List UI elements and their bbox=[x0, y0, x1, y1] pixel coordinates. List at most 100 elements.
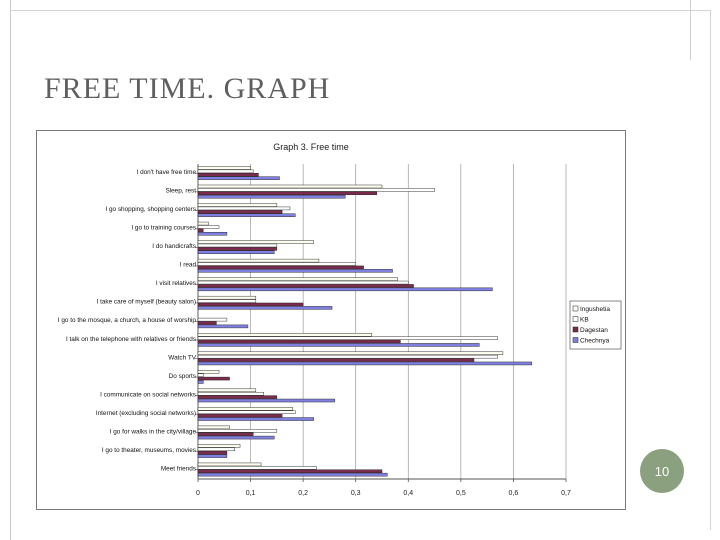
bar-chechnya bbox=[197, 213, 296, 217]
bar-kb bbox=[197, 429, 278, 433]
bar-chechnya bbox=[197, 343, 480, 347]
bar-dagestan bbox=[197, 376, 230, 381]
bar-chechnya bbox=[197, 324, 249, 329]
bar-dagestan bbox=[197, 210, 283, 214]
bar-kb bbox=[197, 373, 204, 377]
x-tick-label: 0,1 bbox=[246, 490, 256, 497]
bar-dagestan bbox=[197, 284, 414, 288]
bar-chechnya bbox=[197, 176, 280, 180]
category-label: I take care of myself (beauty salon) bbox=[97, 299, 196, 306]
bar-ingushetia bbox=[197, 277, 398, 281]
bar-chechnya bbox=[197, 250, 275, 255]
bar-kb bbox=[197, 169, 254, 174]
x-tick-label: 0,4 bbox=[403, 490, 413, 497]
category-label: I don't have free time bbox=[137, 169, 197, 176]
bar-chechnya bbox=[197, 380, 204, 384]
bar-kb bbox=[197, 188, 435, 192]
x-tick-label: 0,5 bbox=[456, 490, 466, 497]
bar-dagestan bbox=[197, 450, 228, 455]
bar-kb bbox=[197, 243, 278, 248]
bar-ingushetia bbox=[197, 221, 209, 226]
bar-chechnya bbox=[197, 435, 275, 440]
bar-chechnya bbox=[197, 398, 335, 403]
x-tick-label: 0,3 bbox=[351, 490, 361, 497]
bar-ingushetia bbox=[197, 166, 251, 170]
bar-kb bbox=[197, 354, 498, 359]
legend-box bbox=[569, 300, 622, 350]
legend-label: Chechnya bbox=[580, 338, 610, 345]
x-tick-label: 0,7 bbox=[561, 490, 571, 497]
slide-frame-top bbox=[10, 10, 710, 11]
bar-dagestan bbox=[197, 191, 377, 196]
bar-dagestan bbox=[197, 339, 401, 344]
category-label: I go shopping, shopping centers bbox=[105, 206, 196, 213]
bar-chechnya bbox=[197, 417, 314, 421]
slide-frame-right bbox=[710, 10, 711, 530]
bar-kb bbox=[197, 466, 317, 470]
bar-chechnya bbox=[197, 269, 393, 273]
bar-kb bbox=[197, 317, 228, 322]
bar-dagestan bbox=[197, 395, 278, 399]
x-tick-label: 0,2 bbox=[298, 490, 308, 497]
slide-frame-left bbox=[10, 0, 11, 540]
bar-dagestan bbox=[197, 265, 364, 270]
bar-ingushetia bbox=[197, 258, 320, 263]
bar-kb bbox=[197, 262, 356, 266]
bar-dagestan bbox=[197, 247, 278, 251]
bar-kb bbox=[197, 447, 236, 452]
bar-chart: Graph 3. Free time 0 0,1 0,2 0,3 0,4 0,5 0,6 0,7… bbox=[58, 142, 622, 497]
bar-ingushetia bbox=[197, 333, 372, 337]
category-label: I go to the mosque, a church, a house of… bbox=[58, 317, 197, 324]
bar-ingushetia bbox=[197, 462, 262, 467]
category-label: I read bbox=[180, 262, 197, 269]
category-label: Internet (excluding social networks) bbox=[96, 410, 196, 417]
bar-chechnya bbox=[197, 232, 228, 236]
bar-dagestan bbox=[197, 302, 304, 307]
bar-ingushetia bbox=[197, 388, 257, 393]
bar-dagestan bbox=[197, 469, 383, 473]
legend-swatch bbox=[572, 316, 579, 322]
bar-dagestan bbox=[197, 358, 475, 362]
bar-dagestan bbox=[197, 173, 259, 177]
category-label: Do sports bbox=[169, 373, 196, 380]
legend-label: KB bbox=[580, 317, 589, 324]
chart-title: Graph 3. Free time bbox=[273, 142, 349, 152]
bar-kb bbox=[197, 206, 291, 211]
bar-dagestan bbox=[197, 413, 283, 418]
bar-chechnya bbox=[197, 472, 388, 477]
legend-swatch bbox=[572, 305, 579, 312]
slide-title: FREE TIME. GRAPH bbox=[44, 72, 331, 105]
bar-ingushetia bbox=[197, 240, 314, 244]
bar-dagestan bbox=[197, 321, 217, 325]
bar-dagestan bbox=[197, 228, 204, 233]
bar-kb bbox=[197, 336, 498, 340]
bar-chechnya bbox=[197, 306, 333, 310]
bar-ingushetia bbox=[197, 407, 293, 411]
category-label: I go for walks in the city/village bbox=[110, 428, 197, 435]
bar-kb bbox=[197, 299, 257, 303]
bar-ingushetia bbox=[197, 203, 278, 207]
bar-kb bbox=[197, 410, 296, 414]
bar-kb bbox=[197, 225, 220, 229]
category-label: Watch TV bbox=[168, 354, 196, 361]
category-label: I go to training courses bbox=[131, 225, 196, 232]
category-label: I go to theater, museums, movies bbox=[102, 447, 196, 454]
bar-chechnya bbox=[197, 194, 346, 199]
bar-ingushetia bbox=[197, 351, 504, 355]
bar-ingushetia bbox=[197, 184, 383, 189]
bar-chechnya bbox=[197, 454, 228, 458]
x-tick-label: 0 bbox=[196, 490, 200, 497]
legend-label: Ingushetia bbox=[580, 306, 610, 313]
page-number-badge: 10 bbox=[640, 449, 684, 493]
category-label: I talk on the telephone with relatives o… bbox=[66, 336, 196, 343]
bar-ingushetia bbox=[197, 444, 241, 448]
category-label: I visit relatives bbox=[156, 280, 196, 287]
x-tick-label: 0,6 bbox=[509, 490, 519, 497]
legend-label: Dagestan bbox=[580, 327, 608, 334]
bar-ingushetia bbox=[197, 425, 230, 430]
bar-dagestan bbox=[197, 432, 254, 436]
category-label: I communicate on social networks bbox=[100, 391, 196, 398]
bar-ingushetia bbox=[197, 370, 220, 374]
category-label: Meet friends bbox=[161, 465, 196, 472]
chart-container: Graph 3. Free time 0 0,1 0,2 0,3 0,4 0,5 0,6 0,7… bbox=[36, 130, 626, 510]
